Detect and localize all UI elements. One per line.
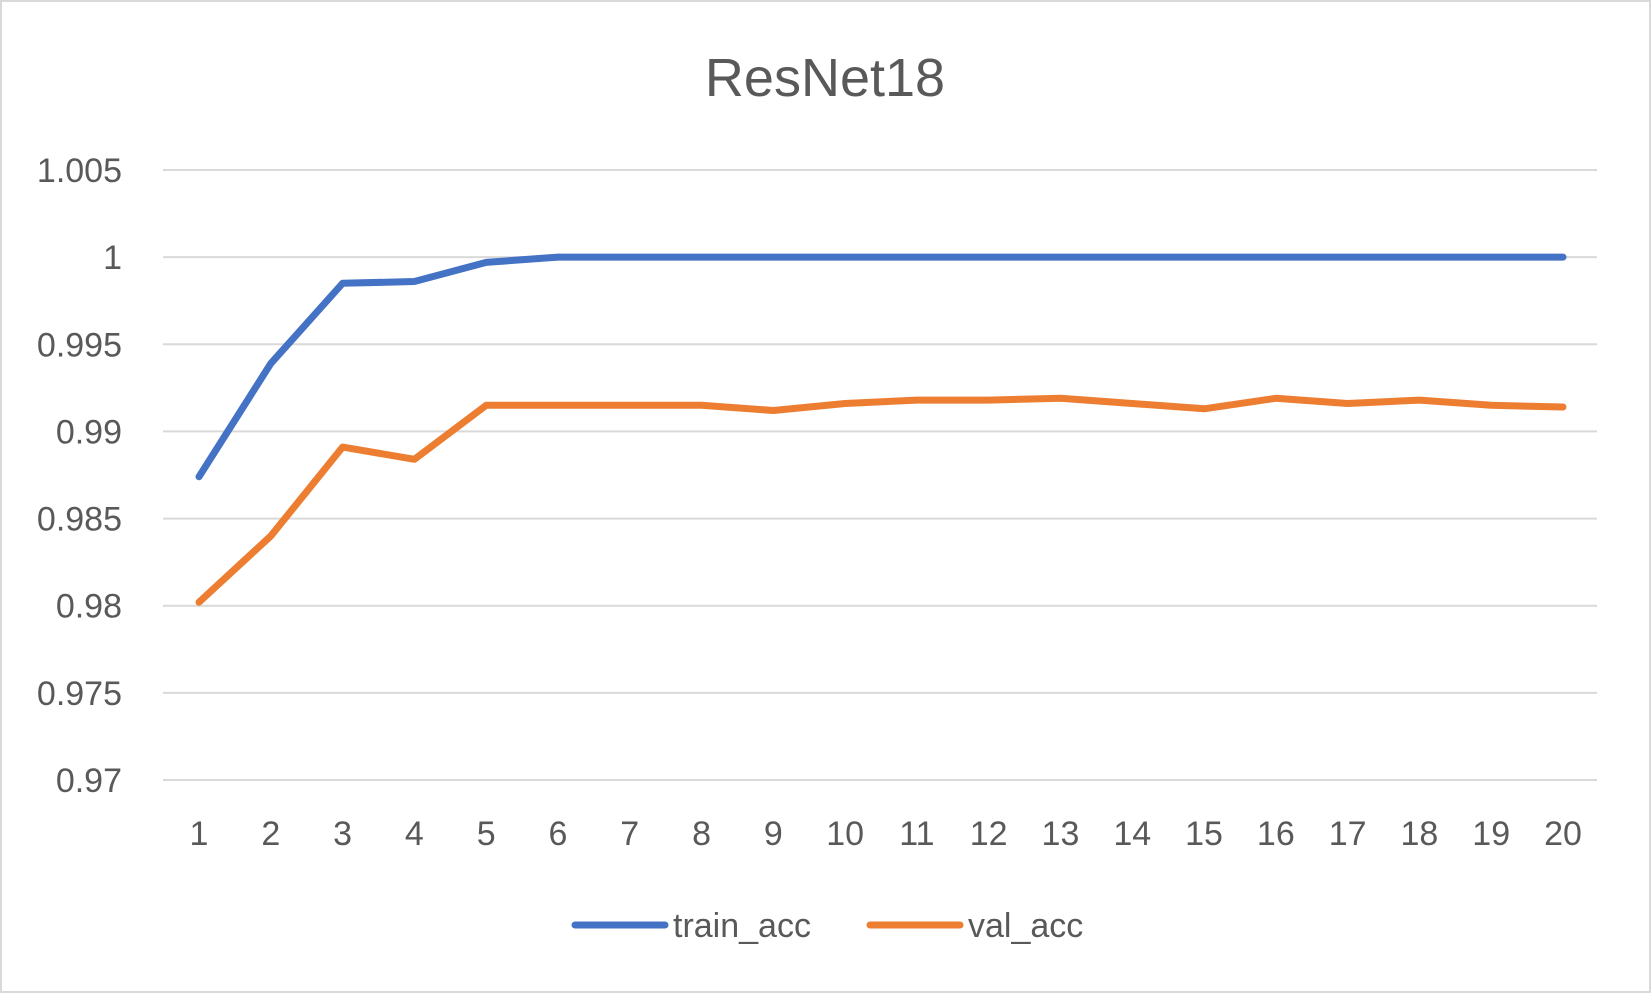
- x-tick-label: 15: [1185, 815, 1223, 853]
- y-tick-label: 0.99: [56, 413, 122, 451]
- y-tick-label: 0.985: [37, 501, 122, 539]
- x-tick-label: 5: [477, 815, 496, 853]
- y-tick-label: 0.98: [56, 588, 122, 626]
- x-tick-label: 13: [1042, 815, 1080, 853]
- x-tick-label: 12: [970, 815, 1008, 853]
- x-tick-label: 14: [1113, 815, 1151, 853]
- x-tick-label: 10: [826, 815, 864, 853]
- series-line-val-acc: [195, 394, 1567, 606]
- x-tick-label: 18: [1401, 815, 1439, 853]
- x-tick-label: 3: [333, 815, 352, 853]
- y-tick-label: 0.975: [37, 675, 122, 713]
- x-tick-label: 19: [1472, 815, 1510, 853]
- series-lines: [195, 253, 1567, 606]
- x-tick-label: 17: [1329, 815, 1367, 853]
- x-tick-label: 1: [190, 815, 209, 853]
- x-tick-label: 2: [261, 815, 280, 853]
- x-tick-label: 8: [692, 815, 711, 853]
- x-axis-tick-labels: 1 2 3 4 5 6 7 8 9 10 11 12 13 14 15 16 17 18 19 20: [190, 815, 1582, 853]
- legend: train_acc val_acc: [571, 907, 1083, 945]
- x-tick-label: 16: [1257, 815, 1295, 853]
- y-axis-tick-labels: 0.97 0.975 0.98 0.985 0.99 0.995 1 1.005: [37, 152, 122, 800]
- y-tick-label: 0.97: [56, 762, 122, 800]
- x-tick-label: 4: [405, 815, 424, 853]
- y-tick-label: 1: [103, 239, 122, 277]
- x-tick-label: 9: [764, 815, 783, 853]
- chart-title: ResNet18: [705, 48, 945, 108]
- legend-label: train_acc: [673, 907, 811, 945]
- legend-label: val_acc: [968, 907, 1083, 945]
- y-tick-label: 1.005: [37, 152, 122, 190]
- x-tick-label: 20: [1544, 815, 1582, 853]
- x-tick-label: 6: [548, 815, 567, 853]
- series-line-train-acc: [195, 253, 1567, 481]
- x-tick-label: 11: [899, 815, 934, 853]
- x-tick-label: 7: [620, 815, 639, 853]
- y-tick-label: 0.995: [37, 326, 122, 364]
